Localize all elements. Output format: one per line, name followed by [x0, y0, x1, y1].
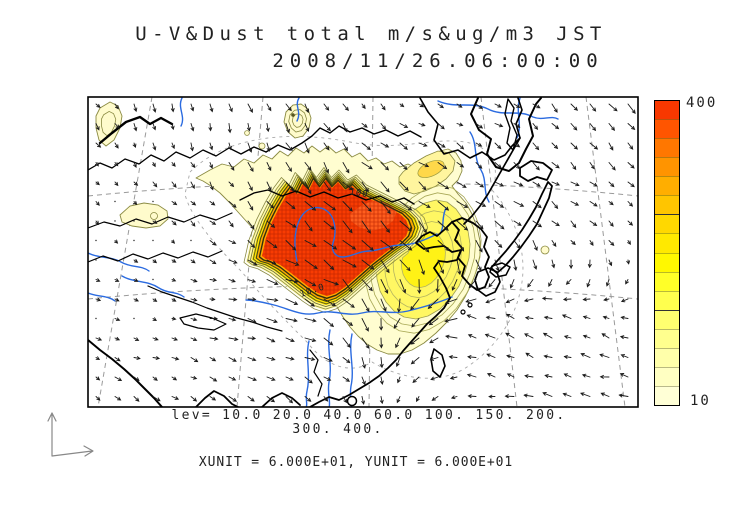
colorbar-segment — [655, 290, 679, 310]
colorbar-segment — [655, 309, 679, 329]
colorbar-segment — [655, 328, 679, 348]
colorbar-segment — [655, 385, 679, 405]
axis-arrows-icon — [47, 412, 94, 457]
levels-caption-line1: lev= 10.0 20.0 40.0 60.0 100. 150. 200. — [171, 408, 567, 423]
contour-label: 100. — [348, 187, 375, 201]
colorbar — [654, 100, 680, 406]
units-caption: XUNIT = 6.000E+01, YUNIT = 6.000E+01 — [198, 455, 514, 470]
colorbar-segment — [655, 271, 679, 291]
colorbar-segment — [655, 138, 679, 158]
colorbar-max-label: 400 — [686, 95, 718, 111]
levels-caption-line2: 300. 400. — [292, 422, 384, 437]
colorbar-segment — [655, 195, 679, 215]
plot-title: U-V&Dust total m/s&ug/m3 JST — [135, 23, 607, 45]
colorbar-segment — [655, 119, 679, 139]
colorbar-segment — [655, 233, 679, 253]
plot-timestamp: 2008/11/26.06:00:00 — [272, 50, 604, 72]
colorbar-segment — [655, 157, 679, 177]
colorbar-segment — [655, 366, 679, 386]
colorbar-segment — [655, 347, 679, 367]
colorbar-segment — [655, 214, 679, 234]
colorbar-min-label: 10 — [690, 393, 711, 409]
map-frame — [87, 96, 639, 408]
colorbar-segment — [655, 176, 679, 196]
colorbar-segment — [655, 252, 679, 272]
colorbar-segment — [655, 101, 679, 120]
